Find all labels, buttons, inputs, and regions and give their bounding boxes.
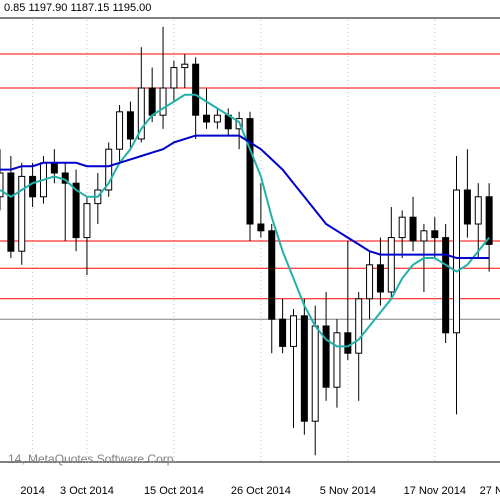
candle (51, 163, 57, 173)
chart-container: 2014 3 Oct 2014 15 Oct 2014 26 Oct 2014 5 No… (0, 0, 500, 500)
ohlc-label: 0.85 1197.90 1187.15 1195.00 (4, 2, 151, 14)
x-axis-label: 5 Nov 2014 (320, 485, 376, 497)
candle (127, 112, 133, 139)
candle (454, 190, 460, 333)
candle (377, 265, 383, 292)
copyright-label: 14, MetaQuotes Software Corp. (8, 452, 177, 466)
candle (30, 176, 36, 196)
x-axis-label: 26 Oct 2014 (231, 485, 291, 497)
candle (301, 316, 307, 421)
x-axis-label: 3 Oct 2014 (60, 485, 114, 497)
candle (443, 238, 449, 333)
candle (280, 319, 286, 346)
candle (334, 333, 340, 387)
candle (486, 197, 492, 245)
x-axis-label: 27 Nov 2014 (480, 485, 500, 497)
x-axis-label: 2014 (20, 485, 44, 497)
candle (345, 333, 351, 353)
candle (432, 231, 438, 238)
candle (399, 217, 405, 237)
candle (323, 326, 329, 387)
candle (258, 224, 264, 231)
candle (356, 299, 362, 353)
candle (464, 190, 470, 224)
candle (475, 197, 481, 224)
candle (410, 217, 416, 241)
candle (388, 238, 394, 292)
candlestick-chart: 2014 3 Oct 2014 15 Oct 2014 26 Oct 2014 5 No… (0, 0, 500, 500)
candle (269, 231, 275, 319)
candle (84, 204, 90, 238)
candle (0, 173, 3, 197)
candle (290, 316, 296, 347)
candle (312, 326, 318, 421)
candle (8, 173, 14, 251)
candle (421, 231, 427, 241)
candle (182, 64, 188, 67)
candle (367, 265, 373, 299)
candle (171, 68, 177, 88)
candle (160, 88, 166, 115)
candle (247, 119, 253, 224)
candle (214, 115, 220, 122)
candle (117, 112, 123, 149)
x-axis-label: 15 Oct 2014 (144, 485, 204, 497)
candle (204, 115, 210, 122)
candle (193, 64, 199, 115)
candle (149, 88, 155, 115)
x-axis-label: 17 Nov 2014 (404, 485, 466, 497)
